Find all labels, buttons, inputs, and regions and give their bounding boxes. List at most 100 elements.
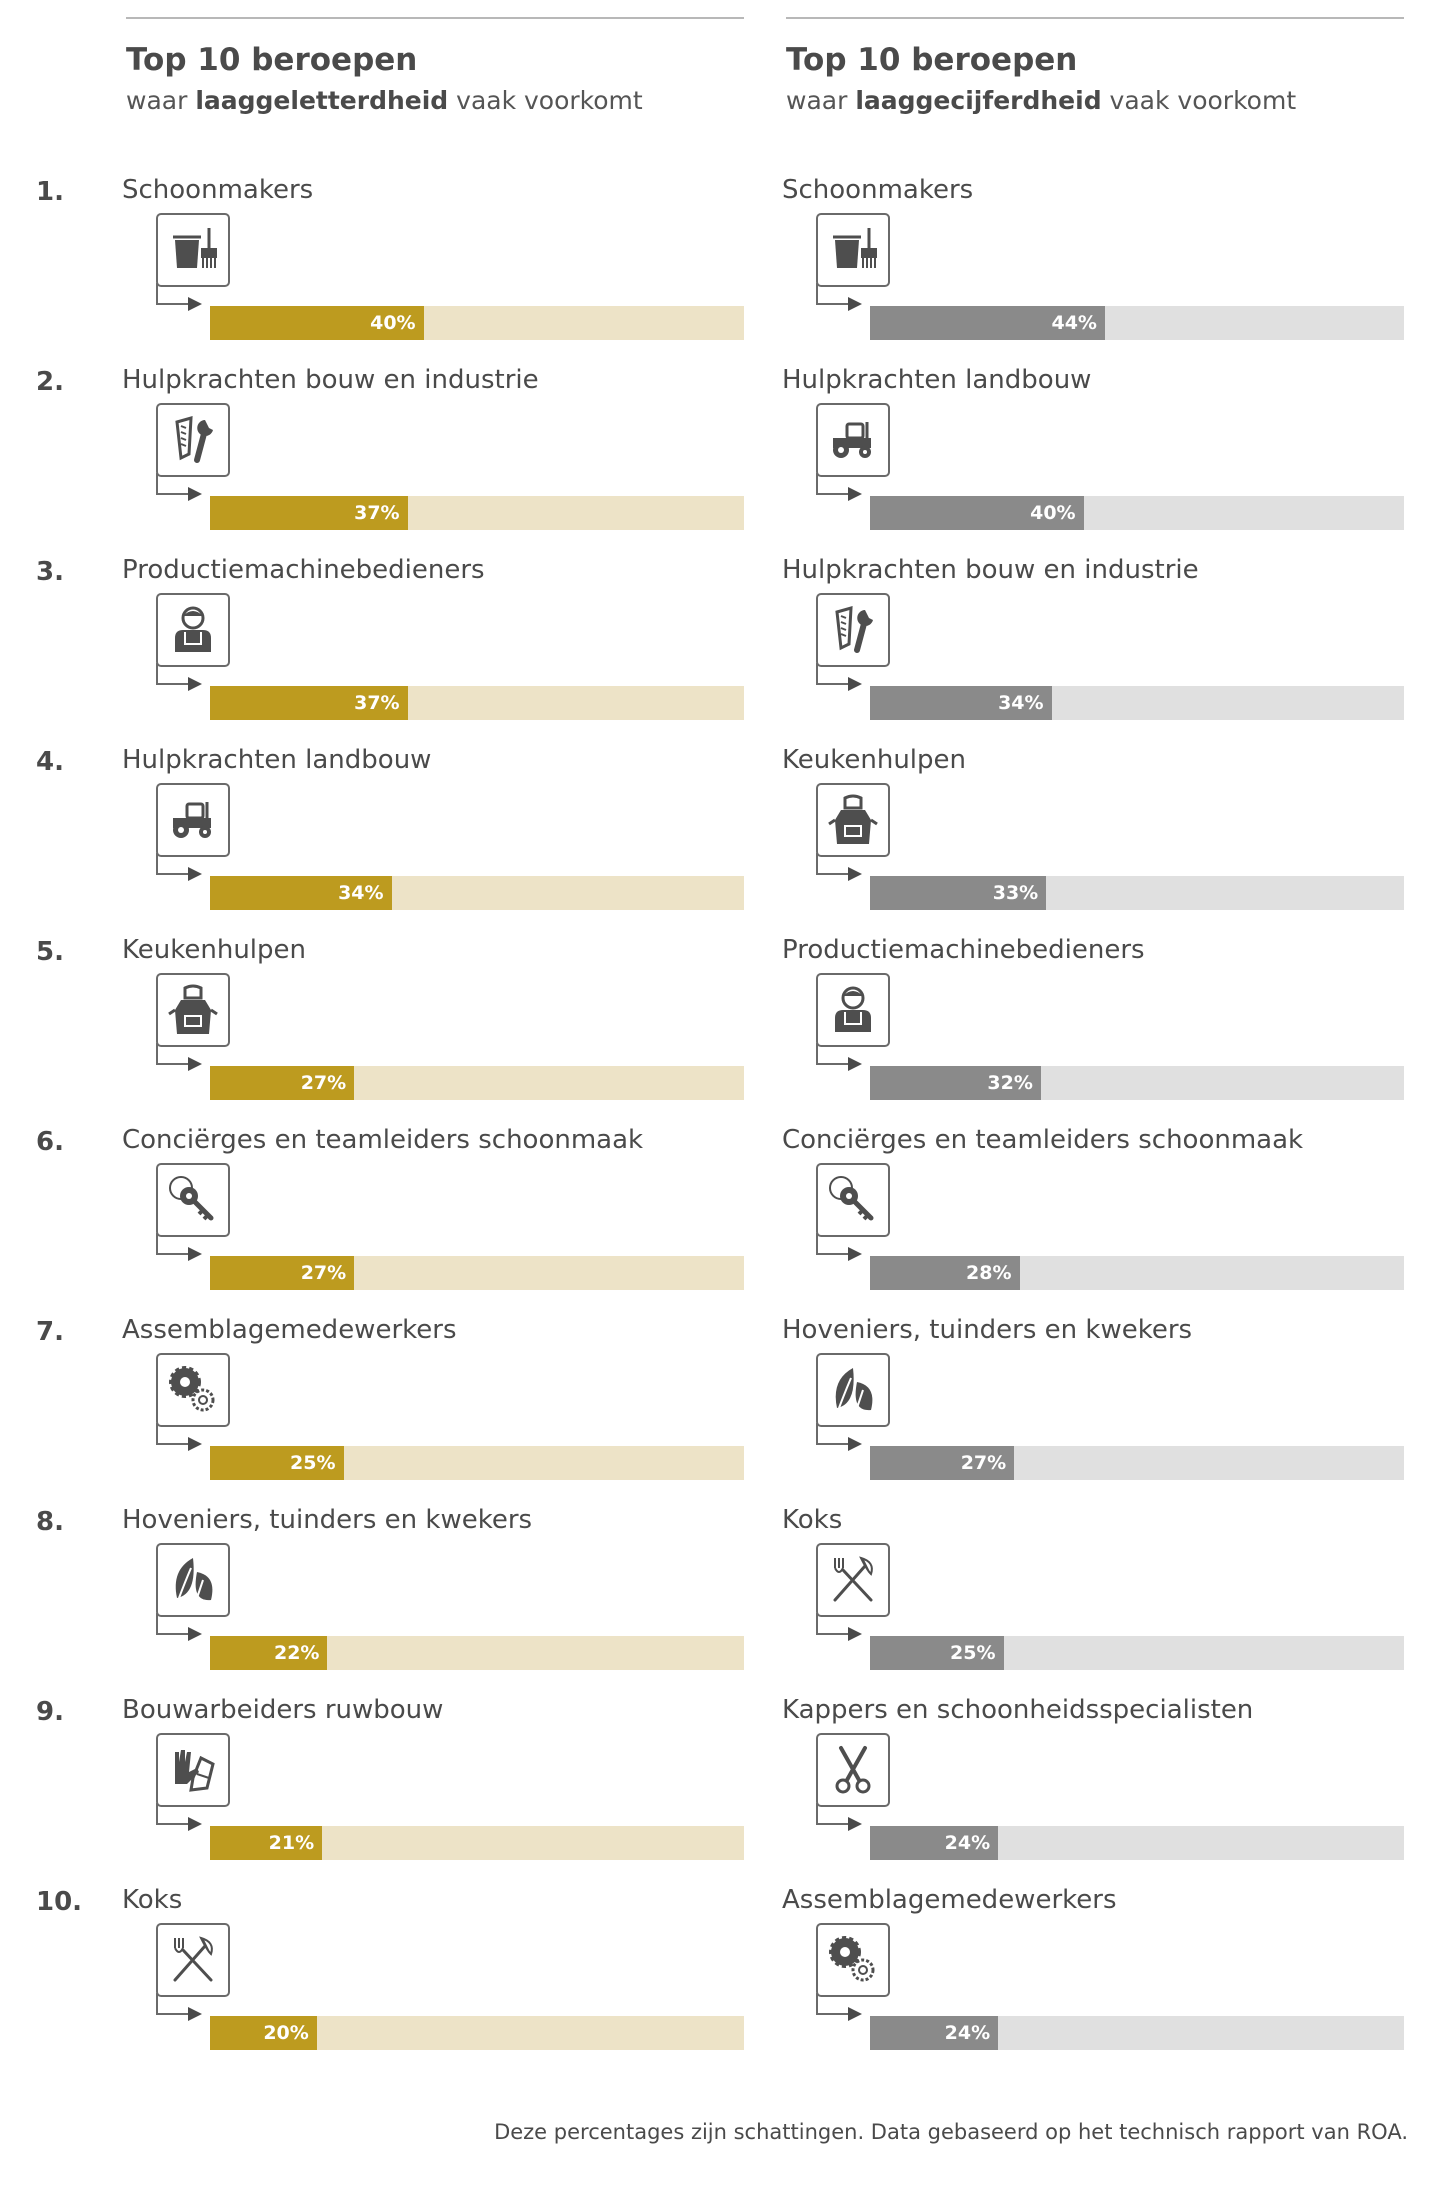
category-label: Hoveniers, tuinders en kwekers bbox=[782, 1315, 1193, 1345]
bar bbox=[870, 2016, 999, 2050]
data-label: 33% bbox=[992, 882, 1039, 904]
fork-whisk-icon bbox=[173, 1936, 213, 1982]
chart-row: Hoveniers, tuinders en kwekers 27% bbox=[782, 1315, 1406, 1505]
bar-track: 25% bbox=[870, 1636, 1404, 1670]
icon-box bbox=[816, 1733, 890, 1807]
bar-track: 27% bbox=[870, 1446, 1404, 1480]
data-label: 21% bbox=[268, 1832, 315, 1854]
category-label: Kappers en schoonheidsspecialisten bbox=[782, 1695, 1254, 1725]
bar bbox=[870, 876, 1047, 910]
icon-box bbox=[156, 973, 230, 1047]
connector-arrow bbox=[156, 473, 202, 501]
icon-box bbox=[156, 593, 230, 667]
key-icon bbox=[169, 1176, 214, 1221]
bar-track: 27% bbox=[210, 1256, 744, 1290]
connector-arrow bbox=[816, 1613, 862, 1641]
leaf-icon bbox=[835, 1368, 873, 1411]
chart-row: Productiemachinebedieners 32% bbox=[782, 935, 1406, 1125]
right-title: Top 10 beroepen bbox=[786, 42, 1078, 78]
bar bbox=[870, 1256, 1020, 1290]
data-label: 27% bbox=[300, 1072, 347, 1094]
icon-box bbox=[816, 1923, 890, 1997]
connector-arrow bbox=[156, 1803, 202, 1831]
gloves-icon bbox=[175, 1750, 215, 1792]
category-label: Schoonmakers bbox=[782, 175, 974, 205]
category-label: Productiemachinebedieners bbox=[782, 935, 1145, 965]
bar bbox=[870, 1636, 1004, 1670]
data-label: 34% bbox=[998, 692, 1044, 714]
left-subtitle-bold: laaggeletterdheid bbox=[195, 86, 449, 115]
bar-track: 40% bbox=[210, 306, 744, 340]
bar-track: 44% bbox=[870, 306, 1404, 340]
data-label: 22% bbox=[273, 1642, 320, 1664]
connector-arrow bbox=[156, 283, 202, 311]
chart-row: Koks 25% bbox=[782, 1505, 1406, 1695]
category-label: Keukenhulpen bbox=[782, 745, 966, 775]
rank-number: 3. bbox=[36, 557, 64, 587]
scissors-icon bbox=[835, 1746, 871, 1794]
connector-arrow bbox=[156, 1993, 202, 2021]
chart-row: Assemblagemedewerkers 25% bbox=[122, 1315, 746, 1505]
bar bbox=[870, 1446, 1015, 1480]
data-label: 24% bbox=[944, 1832, 991, 1854]
bar-track: 37% bbox=[210, 686, 744, 720]
bar-track: 33% bbox=[870, 876, 1404, 910]
bar-track: 34% bbox=[210, 876, 744, 910]
connector-arrow bbox=[156, 853, 202, 881]
rank-number: 9. bbox=[36, 1697, 64, 1727]
left-title: Top 10 beroepen bbox=[126, 42, 418, 78]
connector-arrow bbox=[816, 1233, 862, 1261]
icon-box bbox=[156, 1923, 230, 1997]
chart-row: Conciërges en teamleiders schoonmaak 27% bbox=[122, 1125, 746, 1315]
fork-whisk-icon bbox=[833, 1556, 873, 1602]
bar-track: 37% bbox=[210, 496, 744, 530]
category-label: Productiemachinebedieners bbox=[122, 555, 485, 585]
chart-row: Productiemachinebedieners 37% bbox=[122, 555, 746, 745]
left-subtitle-post: vaak voorkomt bbox=[448, 86, 643, 115]
bar bbox=[210, 1256, 355, 1290]
data-label: 20% bbox=[263, 2022, 309, 2044]
chart-row: Koks 20% bbox=[122, 1885, 746, 2075]
rank-number: 6. bbox=[36, 1127, 64, 1157]
rank-number: 8. bbox=[36, 1507, 64, 1537]
apron-icon bbox=[828, 794, 878, 844]
bar bbox=[210, 2016, 317, 2050]
left-subtitle: waar laaggeletterdheid vaak voorkomt bbox=[126, 86, 643, 115]
icon-box bbox=[156, 403, 230, 477]
data-label: 40% bbox=[370, 312, 416, 334]
connector-arrow bbox=[816, 283, 862, 311]
bar bbox=[210, 876, 392, 910]
bar-track: 28% bbox=[870, 1256, 1404, 1290]
data-label: 27% bbox=[960, 1452, 1007, 1474]
chart-row: Conciërges en teamleiders schoonmaak 28% bbox=[782, 1125, 1406, 1315]
icon-box bbox=[816, 1353, 890, 1427]
category-label: Assemblagemedewerkers bbox=[782, 1885, 1117, 1915]
bar bbox=[870, 686, 1052, 720]
bar-track: 21% bbox=[210, 1826, 744, 1860]
connector-arrow bbox=[156, 1043, 202, 1071]
bar bbox=[210, 686, 408, 720]
icon-box bbox=[156, 1543, 230, 1617]
data-label: 44% bbox=[1051, 312, 1097, 334]
data-label: 40% bbox=[1030, 502, 1076, 524]
left-divider bbox=[126, 17, 744, 19]
connector-arrow bbox=[816, 1993, 862, 2021]
bar bbox=[210, 1826, 323, 1860]
chart-row: Hulpkrachten landbouw 34% bbox=[122, 745, 746, 935]
category-label: Hulpkrachten landbouw bbox=[782, 365, 1092, 395]
category-label: Hulpkrachten bouw en industrie bbox=[122, 365, 539, 395]
bar bbox=[870, 1066, 1041, 1100]
category-label: Schoonmakers bbox=[122, 175, 314, 205]
data-label: 32% bbox=[987, 1072, 1033, 1094]
chart-row: Keukenhulpen 27% bbox=[122, 935, 746, 1125]
connector-arrow bbox=[816, 1043, 862, 1071]
bar-track: 25% bbox=[210, 1446, 744, 1480]
data-label: 28% bbox=[966, 1262, 1012, 1284]
apron-icon bbox=[168, 984, 218, 1034]
right-subtitle: waar laaggecijferdheid vaak voorkomt bbox=[786, 86, 1296, 115]
icon-box bbox=[816, 1163, 890, 1237]
connector-arrow bbox=[156, 663, 202, 691]
data-label: 37% bbox=[354, 502, 400, 524]
chart-row: Schoonmakers 40% bbox=[122, 175, 746, 365]
icon-box bbox=[816, 403, 890, 477]
